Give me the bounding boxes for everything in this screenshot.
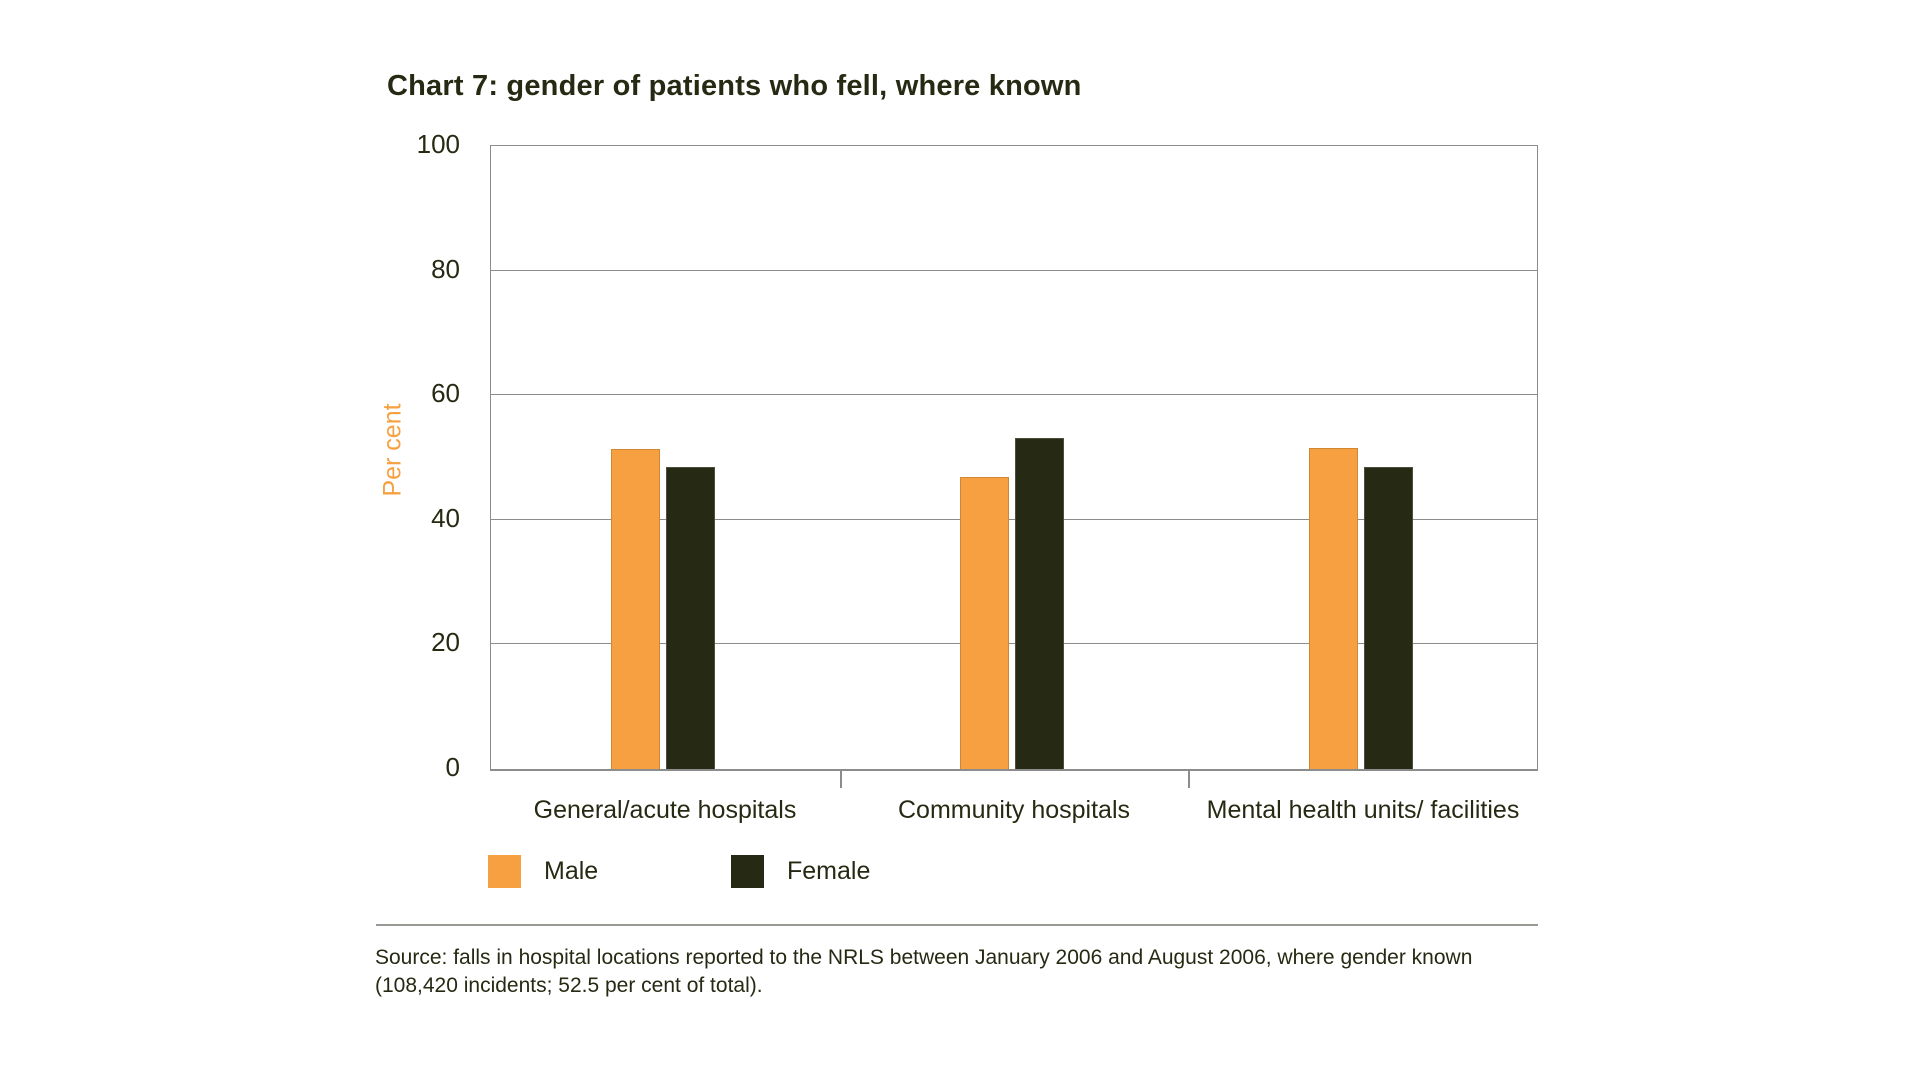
y-axis-tick-label-40: 40 — [431, 502, 460, 533]
gridline-80 — [491, 269, 1537, 271]
source-note: Source: falls in hospital locations repo… — [375, 944, 1472, 1000]
bar-male-2 — [1309, 448, 1358, 769]
x-axis-tick — [840, 771, 842, 788]
bar-male-1 — [960, 476, 1009, 769]
source-note-line-1: Source: falls in hospital locations repo… — [375, 946, 1473, 969]
legend-label-female: Female — [787, 856, 871, 885]
x-axis-category-label-2: Mental health units/ facilities — [1206, 796, 1520, 824]
y-axis-tick-label-100: 100 — [416, 128, 460, 159]
y-axis-tick-label-60: 60 — [431, 378, 460, 409]
divider-rule — [376, 924, 1538, 926]
gridline-20 — [491, 643, 1537, 645]
legend-label-male: Male — [544, 856, 599, 885]
legend-item-female: Female — [731, 854, 870, 888]
y-axis-tick-labels: 0 20 40 60 80 100 — [340, 129, 460, 782]
x-axis-category-label-1: Community hospitals — [897, 796, 1131, 824]
bar-female-2 — [1364, 466, 1413, 769]
y-axis-tick-label-20: 20 — [431, 627, 460, 658]
plot-area: General/acute hospitals Community hospita… — [490, 145, 1538, 824]
x-axis-category-label-0: General/acute hospitals — [533, 796, 797, 824]
legend-swatch-male — [488, 854, 521, 888]
y-axis-tick-label-80: 80 — [431, 253, 460, 284]
bar-female-1 — [1015, 438, 1064, 769]
legend-item-male: Male — [488, 854, 598, 888]
legend-swatch-female — [731, 854, 764, 888]
x-axis-tick — [1188, 771, 1190, 788]
bar-male-0 — [611, 448, 660, 769]
chart-title: Chart 7: gender of patients who fell, wh… — [387, 70, 1082, 102]
bar-female-0 — [666, 466, 715, 769]
source-note-line-2: (108,420 incidents; 52.5 per cent of tot… — [375, 974, 763, 997]
y-axis-tick-label-0: 0 — [445, 751, 460, 782]
gridline-60 — [491, 394, 1537, 396]
gridline-40 — [491, 518, 1537, 520]
